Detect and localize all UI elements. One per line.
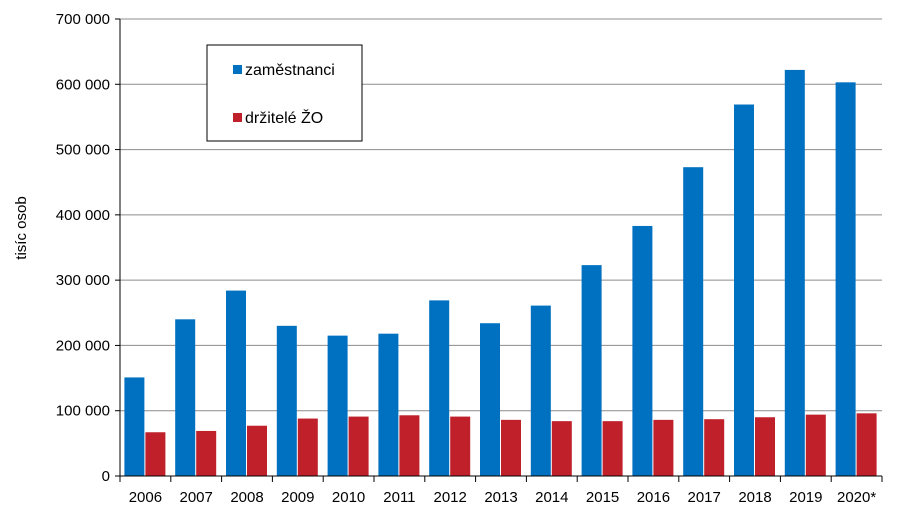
legend-box [206, 44, 363, 142]
bar-drzitele-zo-2013 [501, 419, 521, 476]
bar-zamestnanci-2011 [378, 333, 399, 476]
legend-label-zamestnanci: zaměstnanci [245, 62, 335, 79]
y-tick-label: 400 000 [56, 207, 110, 224]
bar-zamestnanci-2017 [683, 167, 704, 476]
bar-zamestnanci-2015 [581, 265, 602, 476]
y-tick-label: 300 000 [56, 272, 110, 289]
x-tick-label: 2015 [586, 489, 619, 506]
bar-drzitele-zo-2015 [602, 421, 623, 476]
y-tick-label: 200 000 [56, 337, 110, 354]
x-tick-labels: 2006 2007 2008 2009 2010 2011 2012 2013 2014 2015… [129, 489, 877, 506]
bar-drzitele-zo-2012 [450, 416, 471, 476]
bar-zamestnanci-2009 [276, 325, 297, 476]
x-tick-label: 2017 [688, 489, 721, 506]
bar-drzitele-zo-2006 [145, 432, 166, 476]
x-tick-label: 2014 [535, 489, 568, 506]
bar-zamestnanci-2013 [480, 323, 500, 476]
bar-drzitele-zo-2019 [805, 414, 826, 476]
legend-label-drzitele-zo: držitelé ŽO [245, 108, 323, 127]
bar-zamestnanci-2006 [124, 377, 145, 476]
bar-zamestnanci-2010 [327, 335, 348, 476]
x-tick-label: 2013 [484, 489, 517, 506]
x-tick-label: 2007 [180, 489, 213, 506]
y-tick-label: 500 000 [56, 142, 110, 159]
x-tick-label: 2009 [281, 489, 314, 506]
bars [124, 69, 877, 477]
bar-zamestnanci-2007 [175, 319, 196, 476]
bar-zamestnanci-2012 [429, 300, 450, 476]
bar-drzitele-zo-2011 [399, 415, 420, 476]
bar-drzitele-zo-2014 [551, 421, 572, 476]
bar-drzitele-zo-2016 [653, 419, 674, 476]
x-tick-label: 2008 [230, 489, 263, 506]
y-tick-labels: 0 100 000 200 000 300 000 400 000 500 000 600 … [56, 11, 110, 485]
bar-drzitele-zo-2020* [856, 413, 877, 476]
x-tick-label: 2012 [434, 489, 467, 506]
bar-zamestnanci-2016 [632, 225, 653, 476]
bar-drzitele-zo-2008 [247, 425, 267, 476]
bar-drzitele-zo-2018 [755, 417, 775, 476]
y-axis-label: tisíc osob [13, 196, 30, 259]
y-tick-label: 100 000 [56, 403, 110, 420]
x-tick-label: 2016 [637, 489, 670, 506]
bar-zamestnanci-2019 [784, 69, 805, 477]
bar-zamestnanci-2020* [835, 82, 856, 476]
legend: zaměstnanci držitelé ŽO [206, 44, 363, 142]
bar-zamestnanci-2014 [530, 305, 551, 476]
y-tick-label: 700 000 [56, 11, 110, 28]
x-tick-label: 2010 [332, 489, 365, 506]
x-tick-label: 2011 [383, 489, 415, 506]
legend-swatch-drzitele-zo [233, 113, 242, 122]
x-tick-label: 2020* [837, 489, 876, 506]
x-tick-label: 2006 [129, 489, 162, 506]
bar-zamestnanci-2018 [734, 104, 754, 476]
y-tick-label: 0 [102, 468, 110, 485]
axes [119, 19, 883, 482]
bar-drzitele-zo-2007 [196, 430, 217, 476]
x-tick-label: 2019 [789, 489, 822, 506]
bar-drzitele-zo-2010 [348, 416, 369, 476]
y-tick-label: 600 000 [56, 76, 110, 93]
bar-drzitele-zo-2009 [297, 418, 318, 476]
bar-zamestnanci-2008 [226, 290, 246, 476]
legend-swatch-zamestnanci [233, 65, 242, 74]
x-tick-label: 2018 [738, 489, 771, 506]
bar-drzitele-zo-2017 [704, 419, 725, 476]
